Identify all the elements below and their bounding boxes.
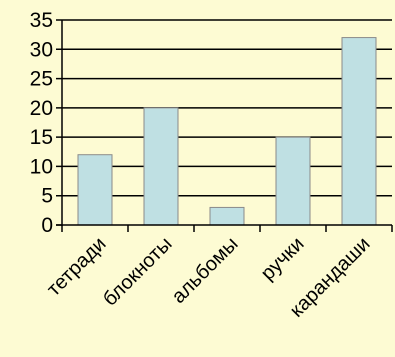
- y-tick-label: 5: [41, 185, 53, 208]
- x-tick-label: тетради: [43, 233, 111, 301]
- bars: [78, 38, 376, 225]
- y-tick-label: 30: [30, 38, 53, 61]
- y-tick-label: 35: [30, 9, 53, 32]
- bar-0: [78, 155, 112, 225]
- y-tick-label: 0: [41, 214, 53, 237]
- x-tick-label: блокноты: [99, 233, 176, 310]
- y-tick-label: 15: [30, 126, 53, 149]
- y-tick-label: 10: [30, 155, 53, 178]
- y-tick-label: 25: [30, 68, 53, 91]
- bar-1: [144, 108, 178, 225]
- y-tick-label: 20: [30, 97, 53, 120]
- bar-3: [276, 137, 310, 225]
- bar-4: [342, 38, 376, 225]
- y-tick-labels: 0 5 10 15 20 25 30 35: [30, 9, 53, 237]
- bar-2: [210, 207, 244, 225]
- x-tick-label: альбомы: [168, 233, 243, 308]
- x-tick-label: ручки: [257, 233, 309, 285]
